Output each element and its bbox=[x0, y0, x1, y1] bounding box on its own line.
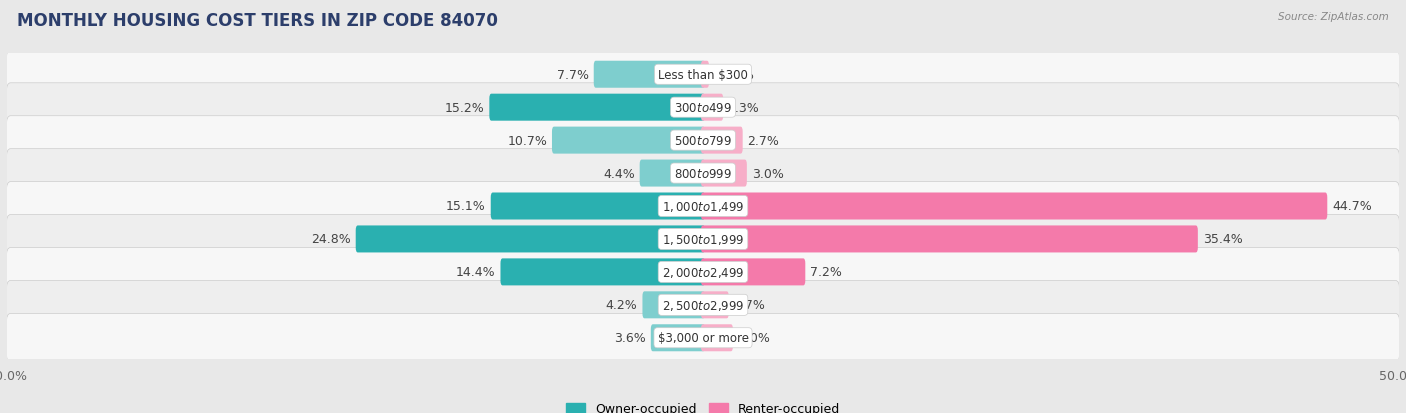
Text: $800 to $999: $800 to $999 bbox=[673, 167, 733, 180]
Text: 1.3%: 1.3% bbox=[728, 102, 759, 114]
Text: 10.7%: 10.7% bbox=[508, 134, 547, 147]
FancyBboxPatch shape bbox=[702, 226, 1198, 253]
Text: $500 to $799: $500 to $799 bbox=[673, 134, 733, 147]
FancyBboxPatch shape bbox=[651, 325, 704, 351]
FancyBboxPatch shape bbox=[593, 62, 704, 88]
FancyBboxPatch shape bbox=[702, 193, 1327, 220]
FancyBboxPatch shape bbox=[702, 325, 733, 351]
Text: Source: ZipAtlas.com: Source: ZipAtlas.com bbox=[1278, 12, 1389, 22]
Text: 35.4%: 35.4% bbox=[1202, 233, 1243, 246]
FancyBboxPatch shape bbox=[489, 95, 704, 121]
Text: 1.7%: 1.7% bbox=[734, 299, 765, 311]
Text: 4.4%: 4.4% bbox=[603, 167, 634, 180]
Text: 14.4%: 14.4% bbox=[456, 266, 495, 279]
Legend: Owner-occupied, Renter-occupied: Owner-occupied, Renter-occupied bbox=[561, 397, 845, 413]
Text: MONTHLY HOUSING COST TIERS IN ZIP CODE 84070: MONTHLY HOUSING COST TIERS IN ZIP CODE 8… bbox=[17, 12, 498, 30]
FancyBboxPatch shape bbox=[7, 150, 1399, 198]
FancyBboxPatch shape bbox=[7, 51, 1399, 100]
Text: 7.2%: 7.2% bbox=[810, 266, 842, 279]
FancyBboxPatch shape bbox=[491, 193, 704, 220]
FancyBboxPatch shape bbox=[702, 292, 728, 318]
FancyBboxPatch shape bbox=[7, 281, 1399, 330]
Text: 2.0%: 2.0% bbox=[738, 332, 769, 344]
FancyBboxPatch shape bbox=[702, 160, 747, 187]
Text: $1,000 to $1,499: $1,000 to $1,499 bbox=[662, 199, 744, 214]
Text: $3,000 or more: $3,000 or more bbox=[658, 332, 748, 344]
Text: $300 to $499: $300 to $499 bbox=[673, 102, 733, 114]
FancyBboxPatch shape bbox=[553, 127, 704, 154]
FancyBboxPatch shape bbox=[501, 259, 704, 286]
FancyBboxPatch shape bbox=[702, 95, 723, 121]
FancyBboxPatch shape bbox=[7, 215, 1399, 263]
Text: 3.0%: 3.0% bbox=[752, 167, 783, 180]
Text: 44.7%: 44.7% bbox=[1331, 200, 1372, 213]
Text: $2,500 to $2,999: $2,500 to $2,999 bbox=[662, 298, 744, 312]
FancyBboxPatch shape bbox=[7, 83, 1399, 132]
FancyBboxPatch shape bbox=[7, 248, 1399, 297]
FancyBboxPatch shape bbox=[702, 259, 806, 286]
Text: Less than $300: Less than $300 bbox=[658, 69, 748, 81]
FancyBboxPatch shape bbox=[356, 226, 704, 253]
Text: 24.8%: 24.8% bbox=[311, 233, 352, 246]
Text: 15.2%: 15.2% bbox=[444, 102, 485, 114]
FancyBboxPatch shape bbox=[702, 62, 709, 88]
Text: 3.6%: 3.6% bbox=[614, 332, 645, 344]
Text: 2.7%: 2.7% bbox=[748, 134, 779, 147]
FancyBboxPatch shape bbox=[7, 313, 1399, 362]
Text: 4.2%: 4.2% bbox=[606, 299, 637, 311]
FancyBboxPatch shape bbox=[643, 292, 704, 318]
FancyBboxPatch shape bbox=[640, 160, 704, 187]
Text: 15.1%: 15.1% bbox=[446, 200, 486, 213]
Text: 7.7%: 7.7% bbox=[557, 69, 589, 81]
Text: $1,500 to $1,999: $1,500 to $1,999 bbox=[662, 233, 744, 246]
Text: 0.28%: 0.28% bbox=[714, 69, 754, 81]
FancyBboxPatch shape bbox=[7, 116, 1399, 165]
Text: $2,000 to $2,499: $2,000 to $2,499 bbox=[662, 265, 744, 279]
FancyBboxPatch shape bbox=[7, 182, 1399, 231]
FancyBboxPatch shape bbox=[702, 127, 742, 154]
